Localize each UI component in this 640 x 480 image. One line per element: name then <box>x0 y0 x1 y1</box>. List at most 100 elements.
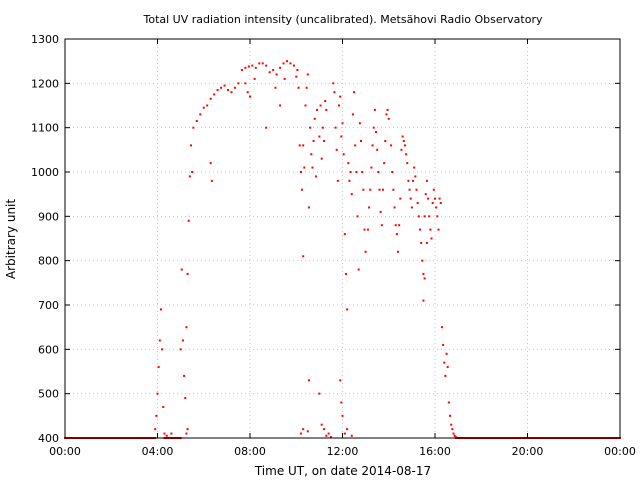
data-point <box>371 144 374 147</box>
data-point <box>184 397 187 400</box>
data-point <box>350 193 353 196</box>
data-point <box>183 374 186 377</box>
data-point <box>378 188 381 191</box>
data-point <box>400 148 403 151</box>
data-point <box>170 432 173 435</box>
data-point <box>179 348 182 351</box>
data-point <box>446 366 449 369</box>
data-point <box>438 197 441 200</box>
data-point <box>299 432 302 435</box>
y-tick-label: 1200 <box>31 77 59 90</box>
y-tick-label: 900 <box>38 210 59 223</box>
data-point <box>186 272 189 275</box>
data-point <box>334 126 337 129</box>
data-point <box>342 153 345 156</box>
data-point <box>275 73 278 76</box>
data-point <box>209 97 212 100</box>
data-point <box>376 148 379 151</box>
data-point <box>420 241 423 244</box>
data-point <box>344 272 347 275</box>
data-point <box>452 432 455 435</box>
data-point <box>247 65 250 68</box>
data-point <box>249 95 251 98</box>
data-point <box>431 202 434 205</box>
data-point <box>216 88 219 91</box>
x-axis-title: Time UT, on date 2014-08-17 <box>254 464 431 478</box>
data-point <box>409 197 412 200</box>
data-point <box>309 126 312 129</box>
data-point <box>338 104 341 107</box>
data-point <box>195 120 198 123</box>
data-point <box>233 86 236 89</box>
data-point <box>295 75 298 78</box>
data-point <box>379 210 382 213</box>
data-point <box>361 171 364 173</box>
data-point <box>180 268 183 271</box>
data-point <box>165 434 168 437</box>
data-point <box>265 64 268 67</box>
data-point <box>185 326 188 329</box>
data-point <box>327 432 330 435</box>
data-point <box>302 144 305 147</box>
x-tick-label: 04:00 <box>142 445 174 458</box>
data-point <box>190 144 193 147</box>
data-point <box>454 436 457 439</box>
data-point <box>391 171 394 173</box>
data-point <box>339 379 342 382</box>
data-point <box>279 66 282 69</box>
chart-title: Total UV radiation intensity (uncalibrat… <box>143 13 543 26</box>
data-point <box>356 215 359 218</box>
data-point <box>385 113 388 116</box>
data-point <box>312 139 315 142</box>
data-point <box>210 179 213 182</box>
data-point <box>310 153 313 156</box>
data-point <box>349 171 352 173</box>
data-point <box>156 392 159 395</box>
data-point <box>421 259 424 262</box>
data-point <box>230 91 233 94</box>
data-point <box>223 84 226 87</box>
data-point <box>384 139 387 142</box>
data-point <box>432 188 435 191</box>
data-point <box>318 135 321 138</box>
data-point <box>323 428 325 431</box>
data-point <box>163 432 166 435</box>
data-point <box>187 219 190 222</box>
x-tick-label: 00:00 <box>49 445 81 458</box>
data-point <box>339 95 342 98</box>
data-point <box>425 241 428 244</box>
y-tick-label: 700 <box>38 299 59 312</box>
data-point <box>297 86 300 89</box>
y-tick-label: 800 <box>38 255 59 268</box>
data-point <box>199 113 202 116</box>
data-point <box>402 139 405 142</box>
data-point <box>387 117 390 120</box>
data-point <box>303 166 306 169</box>
data-point <box>237 82 240 85</box>
data-point <box>351 113 354 116</box>
data-point <box>451 428 454 431</box>
data-point <box>289 62 292 65</box>
data-point <box>398 224 401 227</box>
data-point <box>370 166 373 169</box>
data-point <box>341 414 344 417</box>
data-point <box>406 162 409 165</box>
data-point <box>363 228 366 231</box>
data-point <box>373 108 376 111</box>
data-point <box>314 175 317 178</box>
data-point <box>399 197 402 200</box>
data-point <box>227 88 230 91</box>
data-point <box>413 166 416 169</box>
data-point <box>301 188 304 191</box>
data-point <box>401 135 404 138</box>
data-point <box>393 206 396 209</box>
data-point <box>318 392 321 395</box>
data-point <box>244 66 247 69</box>
data-point <box>369 188 372 191</box>
data-point <box>366 228 369 231</box>
data-point <box>246 91 249 94</box>
data-point <box>155 414 158 417</box>
data-point <box>320 157 323 160</box>
data-point <box>372 126 375 129</box>
data-point <box>321 126 324 129</box>
